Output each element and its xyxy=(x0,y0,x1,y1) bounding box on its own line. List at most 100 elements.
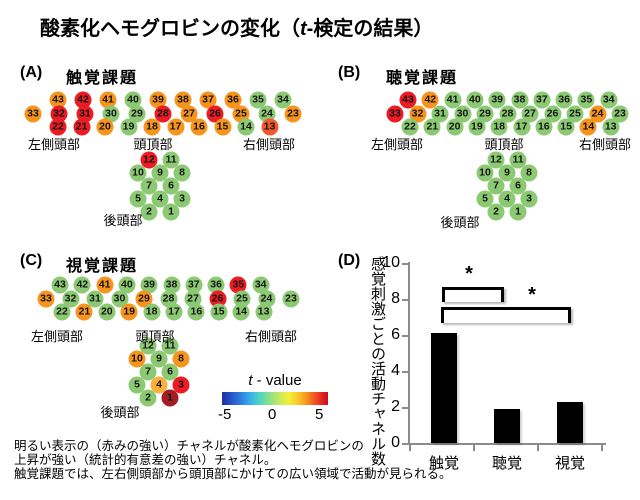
y-tick-label-8: 8 xyxy=(391,290,400,307)
channel-13: 13 xyxy=(255,303,273,321)
panel-c-title: 視覚課題 xyxy=(66,258,139,275)
channel-19: 19 xyxy=(120,303,138,321)
bar-visual xyxy=(557,401,583,443)
channel-12: 12 xyxy=(140,151,158,169)
channel-15: 15 xyxy=(214,118,231,136)
channel-27: 27 xyxy=(521,105,539,123)
channel-41: 41 xyxy=(444,91,462,109)
channel-39: 39 xyxy=(149,91,167,109)
x-axis-line xyxy=(408,443,606,445)
panel-c-letter: (C) xyxy=(20,252,43,269)
channel-7: 7 xyxy=(487,177,505,195)
channel-11: 11 xyxy=(509,151,527,169)
channel-32: 32 xyxy=(50,105,68,123)
channel-16: 16 xyxy=(190,118,208,136)
channel-17: 17 xyxy=(167,118,184,136)
channel-31: 31 xyxy=(76,105,94,123)
channel-40: 40 xyxy=(118,276,136,294)
channel-35: 35 xyxy=(577,91,595,109)
channel-6: 6 xyxy=(162,177,180,195)
colorbar-tick-max: 5 xyxy=(315,406,324,423)
channel-18: 18 xyxy=(143,303,161,321)
channel-35: 35 xyxy=(249,91,267,109)
channel-43: 43 xyxy=(51,276,69,294)
channel-11: 11 xyxy=(161,337,179,355)
channel-3: 3 xyxy=(172,376,190,394)
region-label-right: 右側頭部 xyxy=(242,137,296,152)
region-label-right: 右側頭部 xyxy=(578,137,632,152)
channel-37: 37 xyxy=(533,91,551,109)
y-tick-10 xyxy=(402,263,408,265)
panel-b-letter: (B) xyxy=(338,64,361,81)
figure-title: 酸素化ヘモグロビンの変化（t-検定の結果） xyxy=(40,12,433,41)
channel-10: 10 xyxy=(476,164,494,182)
channel-40: 40 xyxy=(466,91,484,109)
figure-title-prefix: 酸素化ヘモグロビンの変化（ xyxy=(40,18,300,40)
y-tick-4 xyxy=(402,371,408,373)
channel-37: 37 xyxy=(199,91,217,109)
channel-26: 26 xyxy=(209,290,226,308)
channel-32: 32 xyxy=(62,290,79,308)
channel-23: 23 xyxy=(282,290,300,308)
channel-9: 9 xyxy=(150,350,168,368)
channel-19: 19 xyxy=(468,118,486,136)
channel-8: 8 xyxy=(172,350,190,368)
channel-2: 2 xyxy=(139,389,157,407)
figure-title-suffix: -検定の結果） xyxy=(306,18,434,40)
channel-24: 24 xyxy=(589,105,606,123)
channel-4: 4 xyxy=(150,376,168,394)
channel-36: 36 xyxy=(555,91,573,109)
channel-42: 42 xyxy=(421,91,439,109)
channel-40: 40 xyxy=(124,91,142,109)
channel-8: 8 xyxy=(520,164,538,182)
sig-bracket-1 xyxy=(442,287,504,302)
channel-6: 6 xyxy=(161,363,179,381)
channel-3: 3 xyxy=(173,190,191,208)
channel-26: 26 xyxy=(206,105,224,123)
y-tick-label-6: 6 xyxy=(391,326,400,343)
channel-27: 27 xyxy=(180,105,198,123)
channel-14: 14 xyxy=(232,303,250,321)
y-tick-0 xyxy=(402,443,408,445)
channel-18: 18 xyxy=(490,118,508,136)
channel-29: 29 xyxy=(135,290,153,308)
channel-30: 30 xyxy=(102,105,120,123)
x-label-visual: 視覚 xyxy=(554,455,586,472)
channel-1: 1 xyxy=(509,203,527,221)
region-label-top: 頭頂部 xyxy=(135,329,175,344)
channel-41: 41 xyxy=(96,276,114,294)
colorbar-tick-min: -5 xyxy=(218,406,232,423)
channel-19: 19 xyxy=(120,118,137,136)
region-label-top: 頭頂部 xyxy=(484,137,524,152)
channel-39: 39 xyxy=(140,276,158,294)
channel-16: 16 xyxy=(535,118,553,136)
x-tick-3 xyxy=(601,445,603,451)
panel-b-title: 聴覚課題 xyxy=(386,70,459,87)
channel-33: 33 xyxy=(37,290,55,308)
x-tick-2 xyxy=(537,445,539,451)
x-label-tactile: 触覚 xyxy=(428,455,460,472)
x-tick-0 xyxy=(409,445,411,451)
channel-28: 28 xyxy=(160,290,177,308)
y-tick-2 xyxy=(402,407,408,409)
channel-3: 3 xyxy=(520,190,538,208)
caption: 明るい表示の（赤みの強い）チャネルが酸素化ヘモグロビンの 上昇が強い（統計的有意… xyxy=(14,439,452,481)
channel-2: 2 xyxy=(487,203,505,221)
channel-33: 33 xyxy=(24,105,42,123)
y-tick-label-10: 10 xyxy=(382,254,400,271)
channel-14: 14 xyxy=(579,118,597,136)
channel-16: 16 xyxy=(187,303,205,321)
channel-23: 23 xyxy=(284,105,302,123)
colorbar-tick-mid: 0 xyxy=(268,406,277,423)
channel-4: 4 xyxy=(498,190,516,208)
sig-star-1: * xyxy=(465,263,473,285)
channel-7: 7 xyxy=(140,177,158,195)
region-label-right: 右側頭部 xyxy=(244,329,298,344)
channel-9: 9 xyxy=(151,164,169,182)
panel-d-letter: (D) xyxy=(338,252,361,269)
channel-14: 14 xyxy=(237,118,255,136)
bar-auditory xyxy=(494,408,520,443)
channel-25: 25 xyxy=(233,290,251,308)
channel-30: 30 xyxy=(111,290,128,308)
